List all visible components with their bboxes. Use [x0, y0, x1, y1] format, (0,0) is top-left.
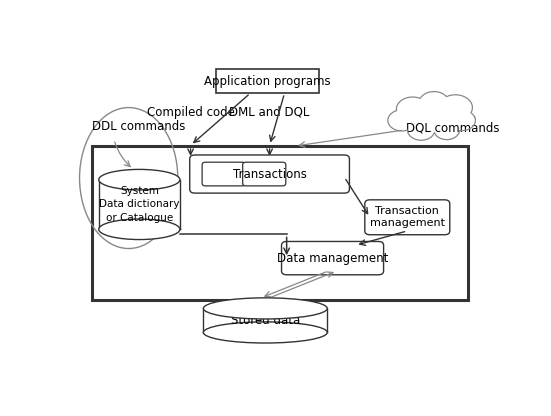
- Polygon shape: [203, 308, 327, 332]
- FancyArrowPatch shape: [115, 142, 130, 166]
- Polygon shape: [99, 180, 180, 229]
- Text: Data management: Data management: [277, 252, 388, 265]
- Text: DML and DQL: DML and DQL: [229, 106, 310, 119]
- FancyBboxPatch shape: [242, 162, 286, 186]
- Text: Application programs: Application programs: [204, 74, 331, 88]
- Text: Transactions: Transactions: [233, 168, 306, 181]
- FancyBboxPatch shape: [202, 162, 245, 186]
- Text: Transaction
management: Transaction management: [370, 206, 445, 228]
- Ellipse shape: [99, 219, 180, 240]
- Ellipse shape: [203, 298, 327, 319]
- Polygon shape: [388, 92, 476, 140]
- Text: System
Data dictionary
or Catalogue: System Data dictionary or Catalogue: [99, 186, 180, 223]
- Bar: [93, 146, 468, 300]
- Text: DQL commands: DQL commands: [406, 122, 500, 135]
- Ellipse shape: [99, 169, 180, 190]
- FancyBboxPatch shape: [365, 200, 450, 235]
- Text: DDL commands: DDL commands: [93, 120, 186, 133]
- Ellipse shape: [203, 322, 327, 343]
- Text: Compiled code: Compiled code: [147, 106, 235, 119]
- Text: Stored data: Stored data: [231, 314, 300, 327]
- FancyBboxPatch shape: [190, 155, 349, 193]
- Bar: [216, 69, 318, 93]
- FancyBboxPatch shape: [282, 241, 383, 275]
